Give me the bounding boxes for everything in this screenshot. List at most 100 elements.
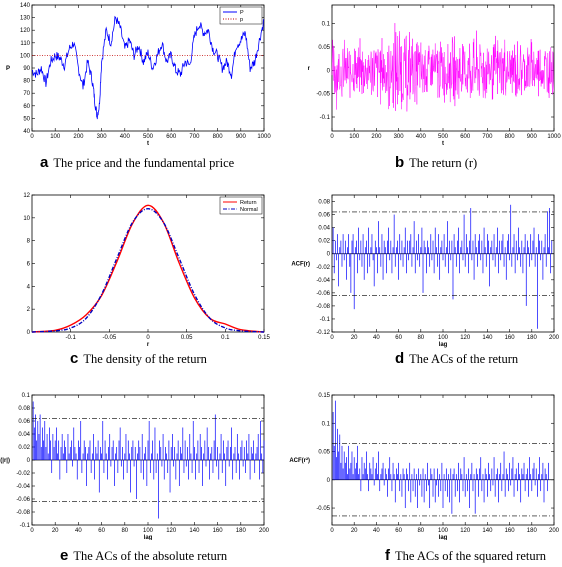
x-tick-label-d: 200	[549, 335, 560, 341]
caption-b-text: The return (r)	[409, 156, 478, 170]
caption-c-text: The density of the return	[83, 352, 207, 366]
x-tick-label-e: 80	[121, 528, 128, 534]
x-tick-label-f: 0	[330, 528, 334, 534]
x-tick-label-a: 300	[97, 134, 108, 140]
x-tick-label-a: 0	[30, 134, 34, 140]
x-tick-label-f: 160	[505, 528, 516, 534]
y-tick-label-e: 0	[27, 458, 31, 464]
y-tick-label-c: 8	[27, 239, 31, 245]
x-tick-label-e: 100	[143, 528, 154, 534]
x-tick-label-a: 800	[213, 134, 224, 140]
y-tick-label-a: 50	[23, 116, 30, 122]
y-tick-label-b: -0.1	[320, 115, 331, 121]
y-tick-label-d: -0.08	[316, 304, 330, 310]
y-axis-label-d: ACF(r)	[291, 262, 310, 268]
chart-d-acf-return: -0.12 -0.1 -0.08 -0.06 -0.04 -0.02 0 0.02 0.04 0.…	[291, 194, 560, 348]
y-tick-label-e: -0.08	[16, 510, 30, 516]
caption-c: c The density of the return	[70, 350, 207, 367]
x-tick-label-a: 500	[143, 134, 154, 140]
caption-e-letter: e	[60, 547, 69, 564]
x-tick-label-e: 200	[259, 528, 270, 534]
x-tick-label-f: 180	[527, 528, 538, 534]
x-tick-label-f: 140	[482, 528, 493, 534]
y-tick-label-a: 40	[23, 129, 30, 135]
x-tick-label-e: 120	[166, 528, 177, 534]
y-tick-label-c: 12	[23, 193, 30, 199]
x-tick-label-e: 0	[30, 528, 34, 534]
plot-area-d	[331, 194, 555, 333]
y-tick-label-d: -0.04	[316, 278, 330, 284]
x-tick-label-e: 60	[98, 528, 105, 534]
caption-a: a The price and the fundamental price	[40, 154, 234, 171]
x-tick-label-c: 0	[146, 335, 150, 341]
y-tick-label-a: 100	[20, 53, 31, 59]
y-tick-label-e: -0.02	[16, 471, 30, 477]
legend-label-a: p	[240, 17, 243, 23]
y-tick-label-e: 0.08	[18, 406, 30, 412]
x-tick-label-f: 100	[438, 528, 449, 534]
x-tick-label-d: 160	[505, 335, 516, 341]
y-tick-label-f: 0.15	[318, 393, 330, 399]
chart-a-price: 40 50 60 70 80 90 100 110 120 130 140 0 100 200 300 400…	[6, 3, 271, 147]
x-tick-label-d: 60	[395, 335, 402, 341]
x-tick-label-d: 140	[482, 335, 493, 341]
caption-b: b The return (r)	[395, 154, 477, 171]
y-tick-label-d: -0.06	[316, 291, 330, 297]
y-tick-label-d: 0.08	[318, 200, 330, 206]
y-tick-label-e: 0.04	[18, 432, 30, 438]
x-tick-label-a: 200	[73, 134, 84, 140]
legend-box-c	[219, 196, 263, 215]
x-tick-label-b: 500	[438, 134, 449, 140]
y-tick-label-f: 0.1	[322, 421, 331, 427]
x-tick-label-b: 600	[460, 134, 471, 140]
caption-a-letter: a	[40, 154, 49, 171]
legend-label-c: Return	[240, 200, 257, 206]
y-tick-label-a: 70	[23, 91, 30, 97]
y-tick-label-e: 0.02	[18, 445, 30, 451]
y-tick-label-c: 0	[27, 330, 31, 336]
y-tick-label-b: 0.05	[318, 45, 330, 51]
x-tick-label-d: 40	[373, 335, 380, 341]
caption-d-letter: d	[395, 350, 405, 367]
y-tick-label-a: 60	[23, 104, 30, 110]
x-tick-label-f: 40	[373, 528, 380, 534]
x-tick-label-b: 400	[416, 134, 427, 140]
x-tick-label-e: 160	[213, 528, 224, 534]
series-line-a-P	[31, 15, 265, 120]
y-tick-label-e: -0.1	[20, 523, 31, 529]
x-tick-label-c: -0.1	[65, 335, 76, 341]
caption-c-letter: c	[70, 350, 79, 367]
legend-box-a	[219, 6, 263, 25]
x-tick-label-f: 20	[351, 528, 358, 534]
x-tick-label-d: 20	[351, 335, 358, 341]
caption-e: e The ACs of the absolute return	[60, 547, 227, 564]
x-axis-label-e: lag	[144, 535, 153, 540]
y-tick-label-b: -0.05	[316, 92, 330, 98]
y-tick-label-d: 0.02	[318, 239, 330, 245]
x-tick-label-b: 800	[505, 134, 516, 140]
x-axis-label-c: r	[147, 342, 150, 348]
caption-b-letter: b	[395, 154, 405, 171]
plot-area-c	[31, 194, 265, 333]
y-tick-label-e: -0.04	[16, 484, 30, 490]
x-tick-label-d: 80	[417, 335, 424, 341]
y-tick-label-e: -0.06	[16, 497, 30, 503]
x-tick-label-e: 180	[236, 528, 247, 534]
x-tick-label-b: 100	[349, 134, 360, 140]
series-line-b	[331, 23, 555, 112]
y-tick-label-c: 6	[27, 262, 31, 268]
x-tick-label-b: 900	[527, 134, 538, 140]
x-tick-label-d: 120	[460, 335, 471, 341]
y-tick-label-a: 140	[20, 3, 31, 9]
y-tick-label-b: 0.1	[322, 22, 331, 28]
x-axis-label-b: t	[442, 141, 444, 147]
y-tick-label-d: 0.06	[318, 213, 330, 219]
x-tick-label-e: 140	[189, 528, 200, 534]
caption-f-letter: f	[385, 547, 390, 564]
chart-e-acf-abs-return: -0.1 -0.08 -0.06 -0.04 -0.02 0 0.02 0.04 0.06 0.0…	[0, 393, 270, 540]
y-axis-label-f: ACF(r²)	[289, 457, 310, 464]
y-tick-label-d: 0	[327, 252, 331, 258]
chart-c-density: 0 2 4 6 8 10 12 -0.1 -0.05 0 0.05 0.1 0.15 r ReturnNor…	[23, 193, 270, 348]
y-tick-label-e: 0.06	[18, 419, 30, 425]
x-tick-label-a: 100	[50, 134, 61, 140]
